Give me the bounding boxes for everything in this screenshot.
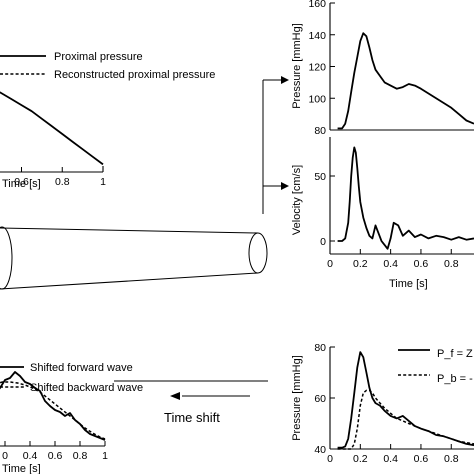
tube-bottom-edge	[0, 272, 259, 290]
tube-top-edge	[0, 227, 259, 234]
vel-x-tick-label: 0.2	[353, 258, 368, 270]
sh-x-tick-label: 0.8	[73, 450, 88, 462]
prox-x-tick-label: 1	[100, 176, 106, 188]
sh-x-label: Time [s]	[2, 463, 41, 474]
prox-series-proximal	[0, 91, 104, 166]
pt-y-tick-label: 80	[314, 125, 326, 137]
sh-x-tick-label: 1	[102, 450, 108, 462]
pb-x-tick-label: 0.6	[414, 453, 429, 465]
pb-x-tick-label: 0.8	[444, 453, 459, 465]
legend-pb: P_b = -	[437, 373, 473, 385]
pt-series	[337, 32, 474, 130]
legend-pf: P_f = Z	[437, 348, 473, 360]
vel-y-label: Velocity [cm/s]	[291, 165, 303, 235]
legend-reconstructed: Reconstructed proximal pressure	[54, 69, 215, 81]
sh-x-tick-label: 0.6	[48, 450, 63, 462]
arrowhead-velocity	[281, 182, 289, 190]
vel-y-tick-label: 0	[320, 236, 326, 248]
panel-velocity: 0 0.2 0.4 0.6 0.8 0 50 Velocity [cm/s] Time [s…	[291, 137, 474, 290]
pt-y-tick-label: 120	[308, 62, 326, 74]
pt-y-tick-label: 100	[308, 93, 326, 105]
pt-y-label: Pressure [mmHg]	[291, 23, 303, 109]
vel-series	[337, 146, 474, 250]
sh-x-tick-label: 0	[2, 450, 8, 462]
prox-x-tick-label: 0.6	[14, 176, 29, 188]
pb-series-backward	[337, 389, 474, 450]
pb-y-tick-label: 80	[314, 342, 326, 354]
vel-x-tick-label: 0.4	[383, 258, 398, 270]
vel-x-tick-label: 0.8	[444, 258, 459, 270]
time-shift-arrowhead	[170, 392, 180, 400]
panel-proximal: .40.60.81 Time [s] Proximal pressure Rec…	[0, 51, 215, 190]
prox-x-tick-label: 0.8	[55, 176, 70, 188]
panel-shifted: 0 0.4 0.6 0.8 1 Time [s] Shifted forward wav…	[0, 362, 143, 474]
legend-proximal: Proximal pressure	[54, 51, 143, 63]
tube-right-end	[248, 232, 268, 274]
pb-x-tick-label: 0.2	[353, 453, 368, 465]
pb-y-tick-label: 40	[314, 444, 326, 456]
pt-y-tick-label: 160	[308, 0, 326, 10]
pb-y-label: Pressure [mmHg]	[291, 355, 303, 441]
legend-forward: Shifted forward wave	[30, 362, 133, 374]
sh-series-backward	[0, 381, 106, 440]
pb-series-forward	[337, 351, 474, 449]
vel-x-tick-label: 0	[327, 258, 333, 270]
pb-y-tick-label: 60	[314, 393, 326, 405]
arrowhead-pressure	[281, 76, 289, 84]
tube-left-end	[0, 226, 13, 290]
vel-x-label: Time [s]	[389, 278, 428, 290]
vel-y-tick-label: 50	[314, 171, 326, 183]
vessel-tube	[0, 226, 268, 290]
time-shift-label: Time shift	[164, 410, 220, 425]
prox-x-label: Time [s]	[2, 178, 41, 190]
panel-pressure-bottom: 0 0.2 0.4 0.6 0.8 40 60 80 Pressure [mmHg] P_f …	[291, 342, 474, 465]
pb-x-tick-label: 0	[327, 453, 333, 465]
vel-x-tick-label: 0.6	[414, 258, 429, 270]
sh-x-tick-label: 0.4	[23, 450, 38, 462]
connectors: Time shift	[114, 76, 289, 425]
pt-y-tick-label: 140	[308, 30, 326, 42]
legend-backward: Shifted backward wave	[30, 382, 143, 394]
pb-x-tick-label: 0.4	[383, 453, 398, 465]
panel-pressure-top: 80 100 120 140 160 Pressure [mmHg]	[291, 0, 474, 137]
